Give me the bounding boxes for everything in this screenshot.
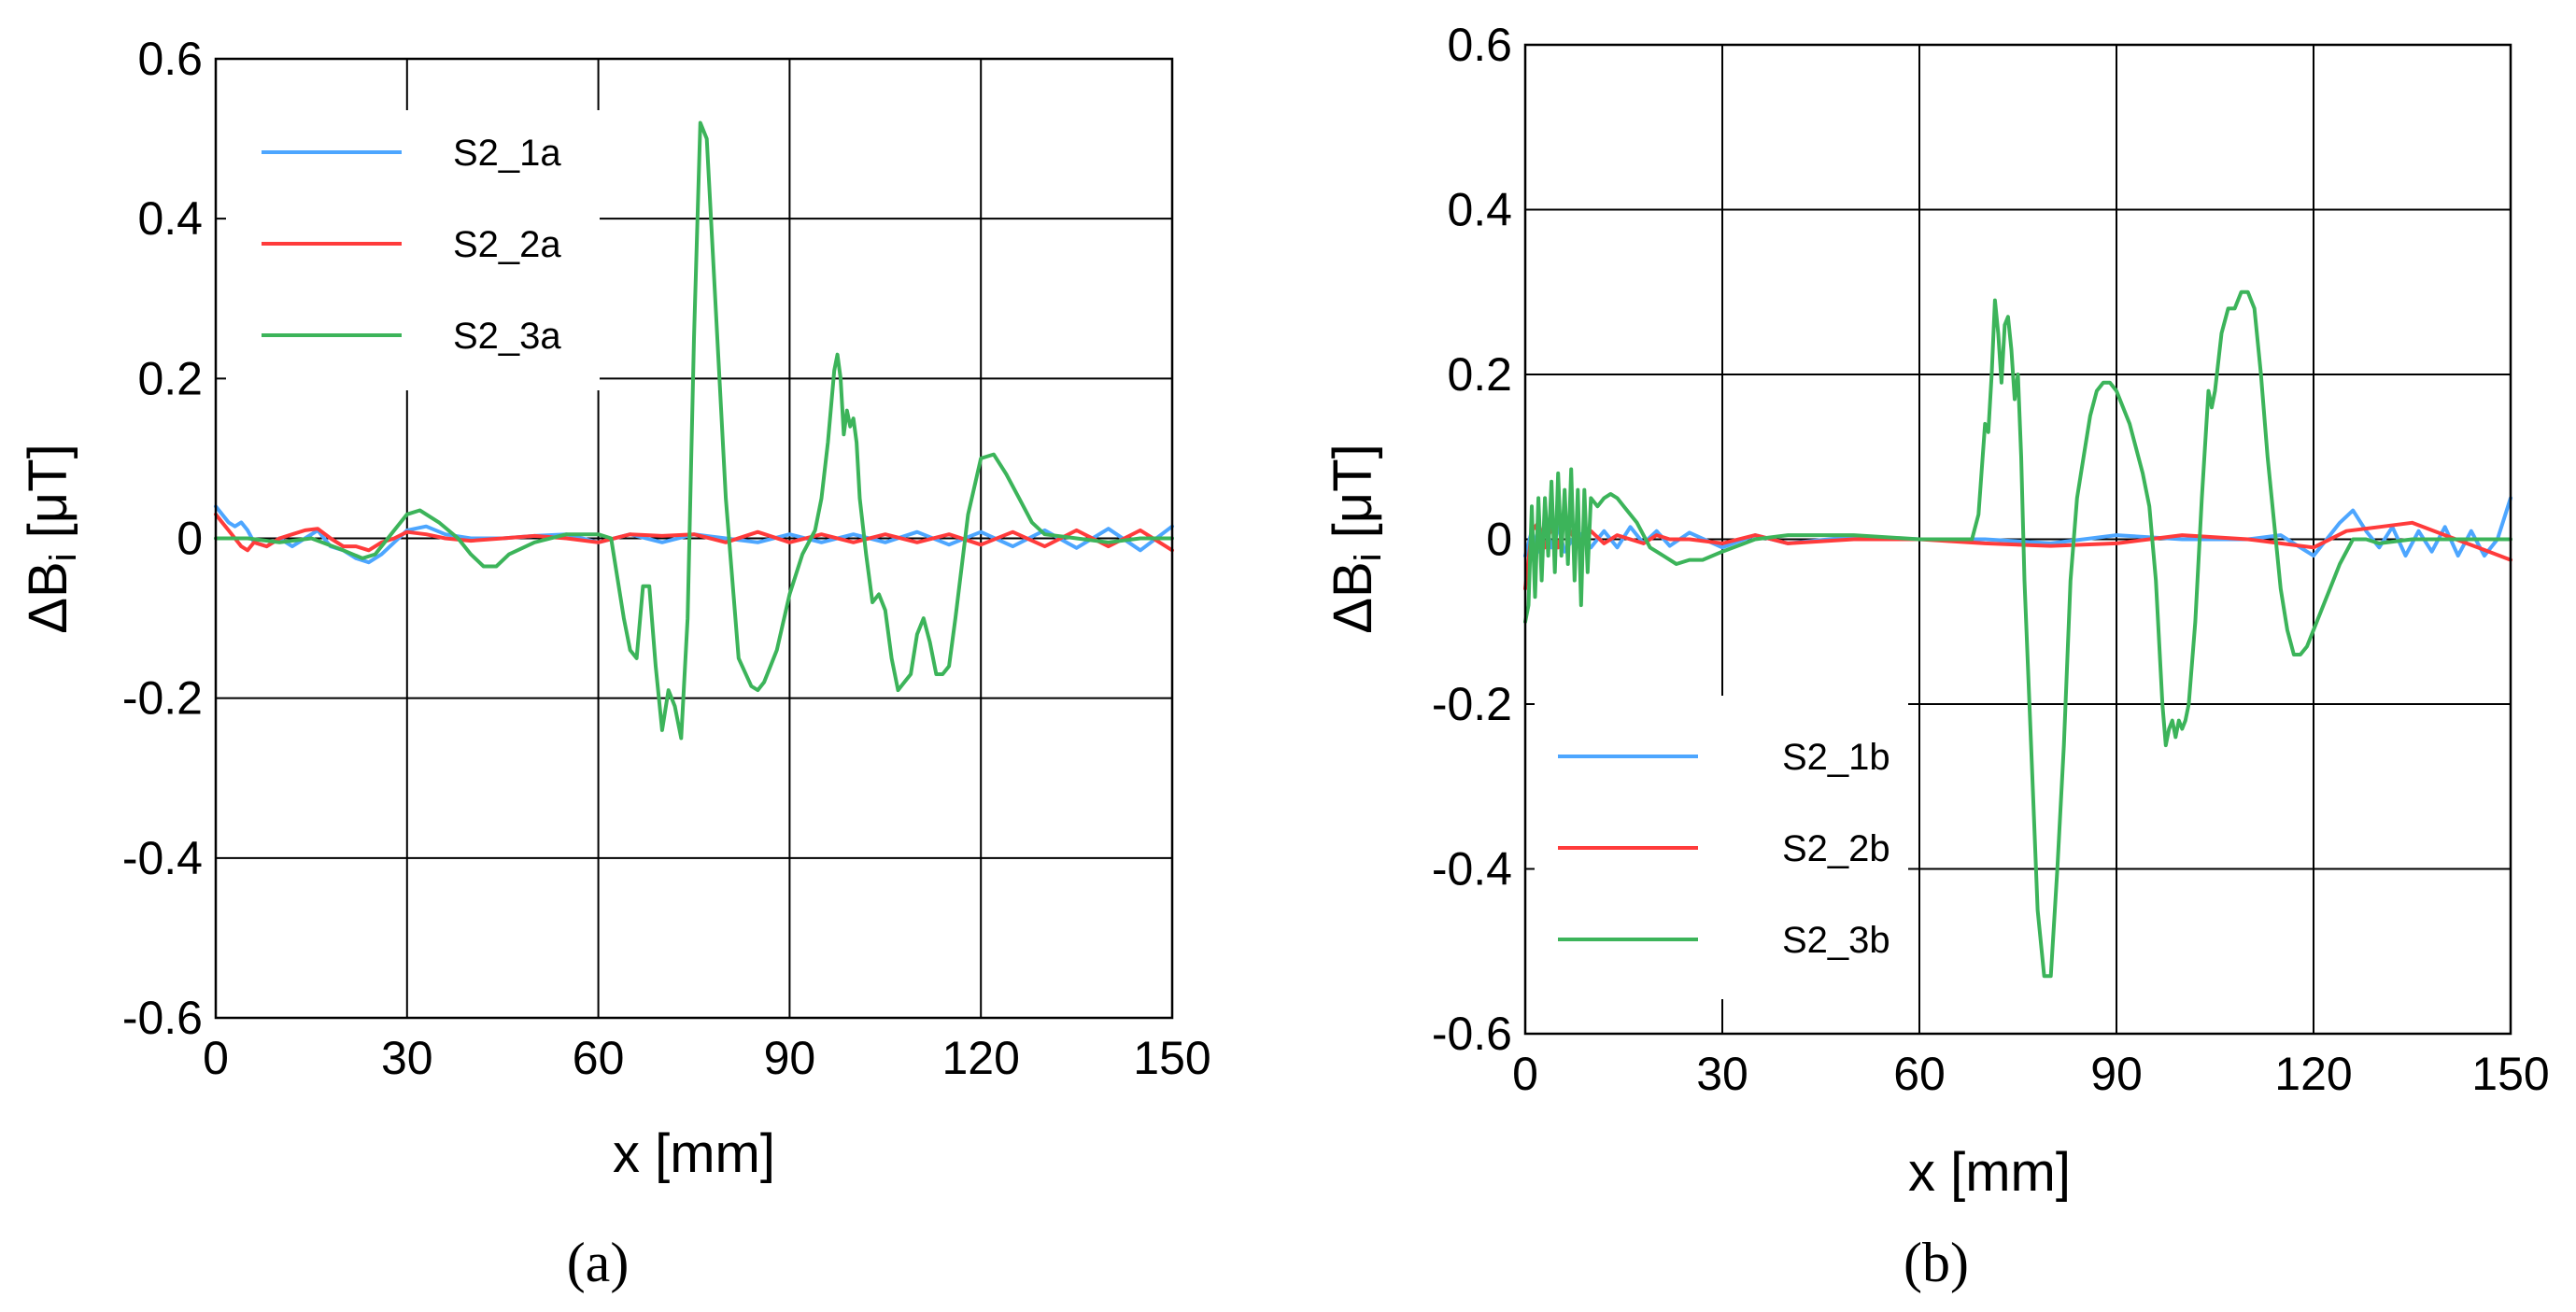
chart-b-legend-label: S2_2b — [1782, 828, 1890, 869]
chart-a: 0 30 60 90 120 150 -0.6 -0.4 -0.2 0 0.2 0.4 0.6 x [… — [18, 33, 1211, 1293]
chart-b-y-tick-label: 0.6 — [1447, 19, 1512, 71]
chart-b-y-tick-label: -0.4 — [1432, 843, 1512, 896]
chart-a-y-tick-label: 0 — [177, 513, 203, 565]
chart-a-y-tick-label: 0.4 — [137, 192, 203, 245]
chart-a-series-layer — [214, 120, 1174, 741]
chart-a-legend-label: S2_3a — [453, 316, 561, 357]
chart-a-y-tick-label: -0.4 — [122, 832, 203, 884]
chart-b-series-line-s2-3b — [1523, 289, 2512, 979]
chart-a-x-tick-label: 60 — [573, 1032, 625, 1084]
chart-b-x-tick-label: 90 — [2090, 1048, 2143, 1100]
chart-b-x-tick-label: 120 — [2274, 1048, 2352, 1100]
chart-b-plot-frame — [1523, 43, 2512, 1036]
chart-a-y-tick-label: 0.6 — [137, 33, 203, 85]
chart-a-x-tick-label: 30 — [381, 1032, 433, 1084]
chart-a-legend-label: S2_2a — [453, 224, 561, 265]
chart-b-legend-label: S2_1b — [1782, 737, 1890, 778]
chart-b-y-tick-label: -0.6 — [1432, 1008, 1512, 1060]
chart-a-y-tick-label: -0.6 — [122, 992, 203, 1044]
chart-b-x-tick-label: 30 — [1696, 1048, 1748, 1100]
chart-b-legend-label: S2_3b — [1782, 920, 1890, 961]
chart-a-x-tick-label: 150 — [1133, 1032, 1210, 1084]
chart-b-x-tick-label: 60 — [1893, 1048, 1946, 1100]
chart-b-x-ticks: 0 30 60 90 120 150 — [1512, 1048, 2550, 1100]
chart-a-x-tick-label: 0 — [203, 1032, 229, 1084]
chart-b-series-layer — [1523, 289, 2512, 979]
chart-b-y-tick-label: 0.4 — [1447, 184, 1512, 236]
chart-b-y-ticks: -0.6 -0.4 -0.2 0 0.2 0.4 0.6 — [1432, 19, 1512, 1060]
chart-a-panel-label: (a) — [567, 1232, 630, 1293]
chart-b-legend: S2_1b S2_2b S2_3b — [1535, 696, 1908, 999]
chart-b-y-tick-label: 0.2 — [1447, 348, 1512, 401]
chart-a-plot-frame — [214, 57, 1174, 1020]
chart-b-x-tick-label: 150 — [2471, 1048, 2549, 1100]
chart-a-x-ticks: 0 30 60 90 120 150 — [203, 1032, 1211, 1084]
chart-a-y-ticks: -0.6 -0.4 -0.2 0 0.2 0.4 0.6 — [122, 33, 203, 1044]
chart-b-panel-label: (b) — [1904, 1232, 1969, 1293]
chart-b-y-tick-label: -0.2 — [1432, 678, 1512, 730]
chart-a-legend-box — [226, 110, 600, 390]
chart-a-x-tick-label: 90 — [764, 1032, 816, 1084]
chart-a-y-tick-label: 0.2 — [137, 352, 203, 404]
chart-b: 0 30 60 90 120 150 -0.6 -0.4 -0.2 0 0.2 0.4 0.6 x [… — [1323, 19, 2550, 1293]
chart-a-legend-label: S2_1a — [453, 133, 561, 174]
chart-a-y-axis-label: ΔBi [μT] — [18, 444, 84, 634]
chart-b-y-axis-label: ΔBi [μT] — [1323, 444, 1389, 634]
chart-b-series-line-s2-1b — [1523, 496, 2512, 558]
chart-b-series-line-s2-2b — [1523, 520, 2512, 591]
chart-a-x-tick-label: 120 — [941, 1032, 1019, 1084]
chart-b-y-tick-label: 0 — [1486, 514, 1512, 566]
chart-a-legend: S2_1a S2_2a S2_3a — [226, 110, 600, 390]
chart-a-series-line-s2-2a — [214, 512, 1174, 553]
chart-b-x-tick-label: 0 — [1512, 1048, 1538, 1100]
chart-a-x-axis-label: x [mm] — [613, 1123, 775, 1184]
chart-a-y-tick-label: -0.2 — [122, 672, 203, 725]
chart-a-series-line-s2-3a — [214, 120, 1174, 741]
chart-b-x-axis-label: x [mm] — [1908, 1142, 2071, 1203]
